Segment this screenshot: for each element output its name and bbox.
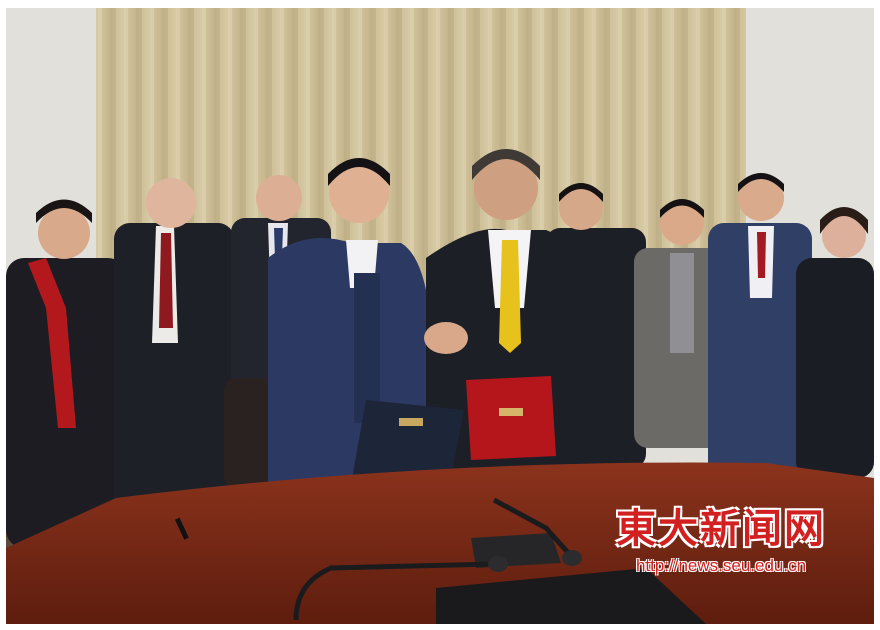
- handshake: [424, 322, 468, 354]
- photo: [6, 8, 874, 624]
- person-blue-suit: [708, 173, 812, 483]
- person-bald-man: [114, 178, 234, 513]
- photo-frame: 東大新闻网 http://news.seu.edu.cn: [6, 8, 874, 624]
- pen: [174, 517, 189, 540]
- red-folder: [466, 376, 556, 460]
- microphone-center: [293, 556, 508, 621]
- table-reflection: [436, 568, 706, 624]
- person-right-woman: [796, 207, 874, 478]
- microphone-right: [492, 497, 582, 566]
- person-grey-blazer: [634, 199, 730, 448]
- person-left-woman: [6, 199, 126, 548]
